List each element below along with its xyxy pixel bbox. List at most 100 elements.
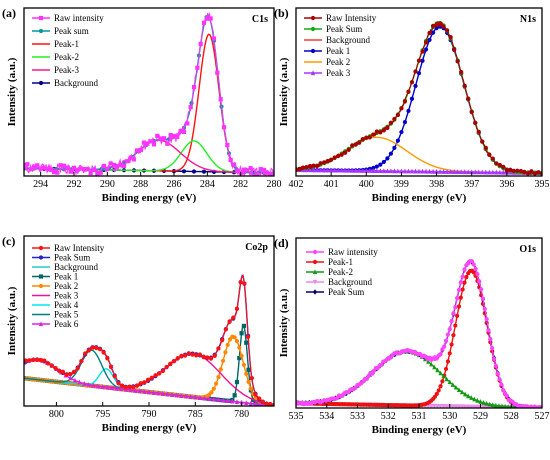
point-b-raw-intensity <box>515 168 520 173</box>
point-b-peak-3 <box>343 167 348 173</box>
point-c-peak-2 <box>237 345 242 350</box>
point-c-raw-intensity <box>79 359 84 364</box>
legend-label-a-peak-3: Peak-3 <box>54 65 79 75</box>
x-tick-label-c: 795 <box>95 409 110 420</box>
point-c-raw-intensity <box>27 358 32 363</box>
point-d-peak-2 <box>441 373 446 379</box>
point-b-peak-3 <box>381 168 386 174</box>
x-tick-label-b: 399 <box>394 179 409 190</box>
point-b-peak-1 <box>430 30 436 35</box>
point-c-peak-6 <box>128 387 133 393</box>
legend-label-c-peak-1: Peak 1 <box>54 272 78 282</box>
legend-label-a-peak-sum: Peak sum <box>54 26 89 36</box>
point-c-raw-intensity <box>190 352 195 357</box>
point-c-raw-intensity <box>212 353 217 359</box>
legend-marker-c-peak-sum <box>38 255 44 260</box>
legend-marker-c-peak-1 <box>38 274 44 279</box>
point-c-raw-intensity <box>34 357 40 362</box>
point-b-peak-3 <box>480 169 485 175</box>
point-b-raw-intensity <box>385 125 390 131</box>
point-c-peak-6 <box>170 391 175 397</box>
point-b-peak-1 <box>392 145 397 150</box>
point-a-raw-intensity <box>55 170 60 175</box>
point-d-raw-intensity <box>480 296 486 301</box>
point-b-raw-intensity <box>367 135 372 140</box>
point-a-raw-intensity <box>168 132 173 138</box>
legend-label-a-raw-intensity: Raw intensity <box>54 13 104 23</box>
point-b-raw-intensity <box>480 139 485 144</box>
legend-marker-a-raw-intensity <box>38 15 44 21</box>
point-b-raw-intensity <box>399 106 404 111</box>
point-b-raw-intensity <box>314 163 320 169</box>
point-d-background <box>466 404 471 408</box>
point-b-raw-intensity <box>402 99 408 104</box>
x-tick-label-a: 290 <box>100 179 115 190</box>
point-c-peak-6 <box>220 397 226 403</box>
legend-marker-a-peak-sum <box>38 28 44 34</box>
point-d-raw-intensity <box>493 363 498 368</box>
point-d-raw-intensity <box>499 382 504 387</box>
legend-label-c-peak-4: Peak 4 <box>54 300 79 310</box>
point-b-raw-intensity <box>300 165 306 170</box>
point-b-peak-3 <box>497 169 502 175</box>
point-b-raw-intensity <box>388 120 393 125</box>
point-b-raw-intensity <box>409 80 415 85</box>
point-b-raw-intensity <box>381 128 386 133</box>
point-c-peak-2 <box>214 381 219 386</box>
point-b-raw-intensity <box>350 143 355 148</box>
point-d-raw-intensity <box>482 306 487 311</box>
point-d-background <box>469 404 474 408</box>
point-c-peak-2 <box>227 337 233 342</box>
point-c-raw-intensity <box>171 359 177 364</box>
point-b-peak-1 <box>406 108 411 114</box>
point-c-raw-intensity <box>75 366 80 371</box>
point-c-raw-intensity <box>194 353 199 358</box>
legend-label-b-peak-sum: Peak Sum <box>326 24 362 34</box>
legend-label-a-peak-1: Peak-1 <box>54 39 79 49</box>
point-c-raw-intensity <box>86 348 91 353</box>
point-d-peak-1 <box>453 323 458 328</box>
point-c-peak-6 <box>174 392 179 398</box>
legend-marker-c-peak-6 <box>38 321 44 327</box>
point-c-peak-2 <box>223 350 228 355</box>
legend-marker-d-raw-intensity <box>312 249 318 255</box>
point-b-peak-3 <box>314 167 320 173</box>
point-b-peak-3 <box>437 168 443 174</box>
point-d-raw-intensity <box>453 305 458 310</box>
point-b-peak-1 <box>423 47 429 52</box>
point-b-peak-3 <box>483 169 488 175</box>
legend-label-d-peak-2: Peak-2 <box>328 267 353 277</box>
point-b-peak-3 <box>353 167 358 173</box>
point-b-peak-3 <box>466 169 471 175</box>
point-d-peak-2 <box>493 402 498 408</box>
point-d-raw-intensity <box>447 327 452 332</box>
point-b-peak-3 <box>452 169 457 174</box>
point-c-peak-6 <box>95 383 101 389</box>
point-d-raw-intensity <box>451 311 456 316</box>
point-c-peak-6 <box>188 394 193 399</box>
point-b-raw-intensity <box>318 161 323 166</box>
point-c-peak-2 <box>244 371 249 376</box>
point-b-peak-1 <box>399 129 404 135</box>
point-b-peak-1 <box>395 138 401 143</box>
point-c-peak-6 <box>193 394 198 400</box>
point-b-raw-intensity <box>353 142 358 147</box>
point-d-peak-2 <box>500 403 504 408</box>
point-d-peak-1 <box>460 287 465 292</box>
legend-marker-d-peak-1 <box>312 259 318 265</box>
legend-label-c-background: Background <box>54 262 98 272</box>
point-a-raw-intensity <box>218 97 223 102</box>
point-b-peak-3 <box>476 169 481 175</box>
point-c-peak-6 <box>142 388 147 394</box>
point-c-raw-intensity <box>127 384 132 389</box>
point-b-raw-intensity <box>522 169 527 174</box>
point-c-raw-intensity <box>168 361 173 366</box>
point-b-peak-3 <box>392 168 397 174</box>
point-c-peak-2 <box>225 342 230 347</box>
point-d-raw-intensity <box>486 328 491 333</box>
point-c-raw-intensity <box>60 369 65 374</box>
point-a-raw-intensity <box>178 128 183 134</box>
x-tick-label-d: 530 <box>442 411 457 422</box>
point-a-raw-intensity <box>158 136 163 141</box>
point-c-peak-1 <box>234 379 240 385</box>
